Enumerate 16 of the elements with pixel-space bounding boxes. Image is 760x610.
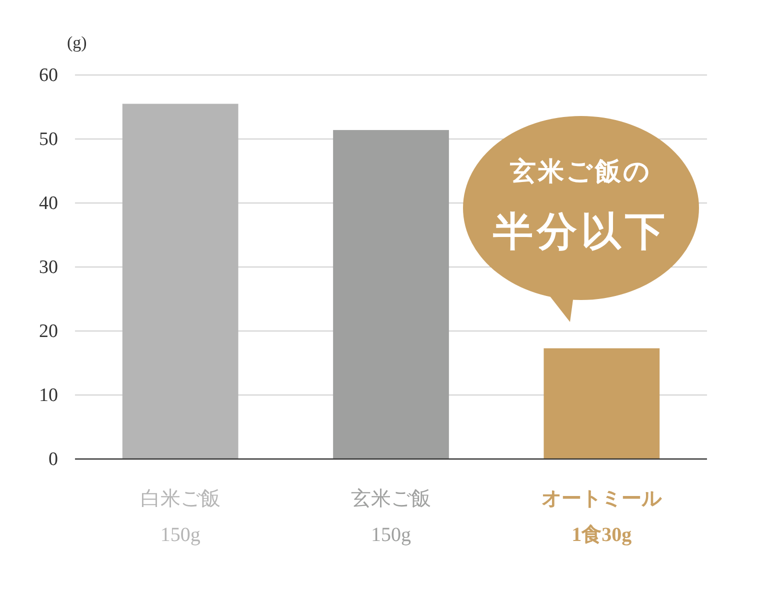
bar <box>122 104 238 459</box>
x-tick-label: 白米ご飯 150g <box>140 488 220 546</box>
x-tick-label: オートミール 1食30g <box>542 488 663 546</box>
y-tick-label: 60 <box>39 65 58 86</box>
x-tick-label: 玄米ご飯 150g <box>351 488 431 546</box>
y-tick-label: 0 <box>48 449 58 470</box>
annotation: 玄米ご飯の <box>509 157 652 187</box>
y-tick-label: 40 <box>39 193 58 214</box>
y-tick-label: 10 <box>39 385 58 406</box>
y-tick-label: 50 <box>39 129 58 150</box>
annotation: 半分以下 <box>492 209 669 255</box>
y-tick-label: 30 <box>39 257 58 278</box>
bar <box>544 348 660 459</box>
y-axis-title: (g) <box>67 33 87 52</box>
bar <box>333 130 449 459</box>
y-tick-label: 20 <box>39 321 58 342</box>
